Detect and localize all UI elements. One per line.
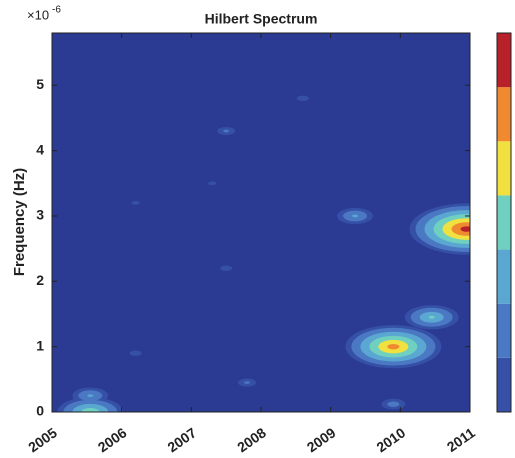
y-tick-label: 4	[36, 141, 44, 157]
contour-region	[460, 226, 470, 232]
contour-region	[87, 394, 94, 398]
y-tick-label: 3	[36, 207, 44, 223]
colorbar-level	[497, 87, 511, 142]
x-tick-label: 2008	[234, 424, 269, 455]
colorbar-box	[496, 32, 512, 413]
colorbar-level	[497, 141, 511, 196]
x-tick-label: 2007	[164, 424, 199, 455]
x-tick-label: 2009	[304, 424, 339, 455]
y-exponent-power: -6	[52, 5, 61, 16]
colorbar-level	[497, 33, 511, 88]
contour-region	[387, 343, 400, 350]
y-tick-label: 1	[36, 337, 44, 353]
contour-region	[129, 350, 142, 356]
contour-region	[352, 214, 359, 218]
colorbar-level	[497, 249, 511, 304]
y-tick-label: 2	[36, 272, 44, 288]
contour-region	[244, 381, 251, 384]
contour-region	[296, 95, 309, 102]
x-tick-label: 2011	[444, 424, 478, 455]
colorbar-level	[497, 195, 511, 250]
contour-region	[131, 201, 140, 205]
plot-area	[52, 33, 470, 412]
y-tick-label: 0	[36, 403, 44, 419]
colorbar-level	[497, 357, 511, 412]
contour-region	[81, 407, 100, 412]
contour-region	[220, 265, 233, 271]
colorbar	[497, 33, 511, 412]
y-axis-label: Frequency (Hz)	[11, 168, 28, 276]
contour-region	[428, 315, 435, 319]
y-tick-label: 5	[36, 76, 44, 92]
x-tick-label: 2010	[373, 424, 408, 455]
y-exponent-base: ×10	[27, 7, 49, 22]
x-tick-label: 2006	[95, 424, 130, 455]
contour-region	[223, 129, 230, 133]
contour-region	[208, 181, 217, 186]
contour-region	[387, 401, 400, 407]
x-tick-label: 2005	[25, 424, 60, 455]
chart-title: Hilbert Spectrum	[205, 11, 318, 27]
colorbar-level	[497, 303, 511, 358]
